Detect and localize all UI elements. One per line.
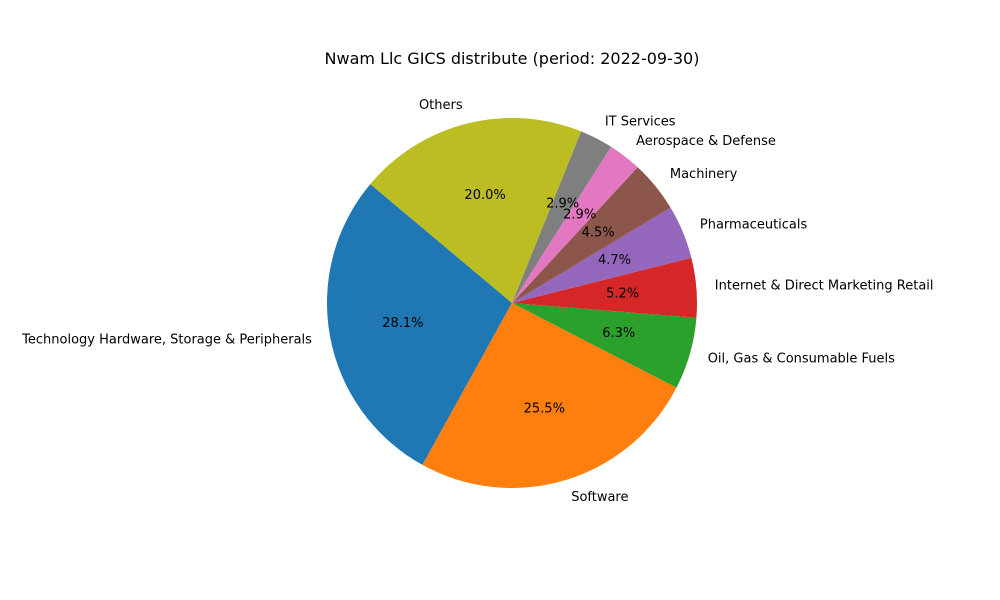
- slice-label-it-services: IT Services: [605, 114, 676, 129]
- slice-percent-others: 20.0%: [464, 188, 505, 203]
- pie-slice-oil-gas-consumable-fuels: [512, 303, 697, 388]
- slice-percent-it-services: 2.9%: [546, 197, 579, 212]
- pie-slices: [326, 117, 698, 489]
- chart-title: Nwam Llc GICS distribute (period: 2022-0…: [325, 49, 700, 68]
- slice-label-internet-direct-marketing-retail: Internet & Direct Marketing Retail: [715, 279, 934, 294]
- slice-label-machinery: Machinery: [670, 167, 738, 182]
- pie-slice-pharmaceuticals: [512, 207, 692, 303]
- pie-slice-internet-direct-marketing-retail: [512, 257, 698, 318]
- slice-label-technology-hardware-storage-peripherals: Technology Hardware, Storage & Periphera…: [21, 333, 312, 348]
- pie-slice-aerospace-defense: [512, 146, 638, 303]
- slice-percent-oil-gas-consumable-fuels: 6.3%: [602, 326, 635, 341]
- slice-label-others: Others: [419, 98, 463, 113]
- pie-slice-labels: Technology Hardware, Storage & Periphera…: [21, 98, 933, 505]
- pie-slice-it-services: [512, 131, 612, 303]
- slice-label-aerospace-defense: Aerospace & Defense: [636, 134, 776, 149]
- pie-slice-technology-hardware-storage-peripherals: [326, 184, 512, 465]
- pie-slice-machinery: [512, 167, 671, 303]
- slice-label-oil-gas-consumable-fuels: Oil, Gas & Consumable Fuels: [708, 351, 895, 366]
- slice-percent-internet-direct-marketing-retail: 5.2%: [606, 286, 639, 301]
- pie-slice-others: [370, 117, 582, 304]
- slice-percent-technology-hardware-storage-peripherals: 28.1%: [382, 316, 423, 331]
- pie-slice-software: [422, 303, 677, 489]
- pie-percent-labels: 28.1%25.5%6.3%5.2%4.7%4.5%2.9%2.9%20.0%: [382, 188, 639, 417]
- slice-percent-aerospace-defense: 2.9%: [563, 208, 596, 223]
- slice-label-pharmaceuticals: Pharmaceuticals: [700, 217, 808, 232]
- slice-percent-software: 25.5%: [524, 402, 565, 417]
- slice-percent-machinery: 4.5%: [582, 225, 615, 240]
- slice-percent-pharmaceuticals: 4.7%: [598, 253, 631, 268]
- slice-label-software: Software: [571, 490, 628, 505]
